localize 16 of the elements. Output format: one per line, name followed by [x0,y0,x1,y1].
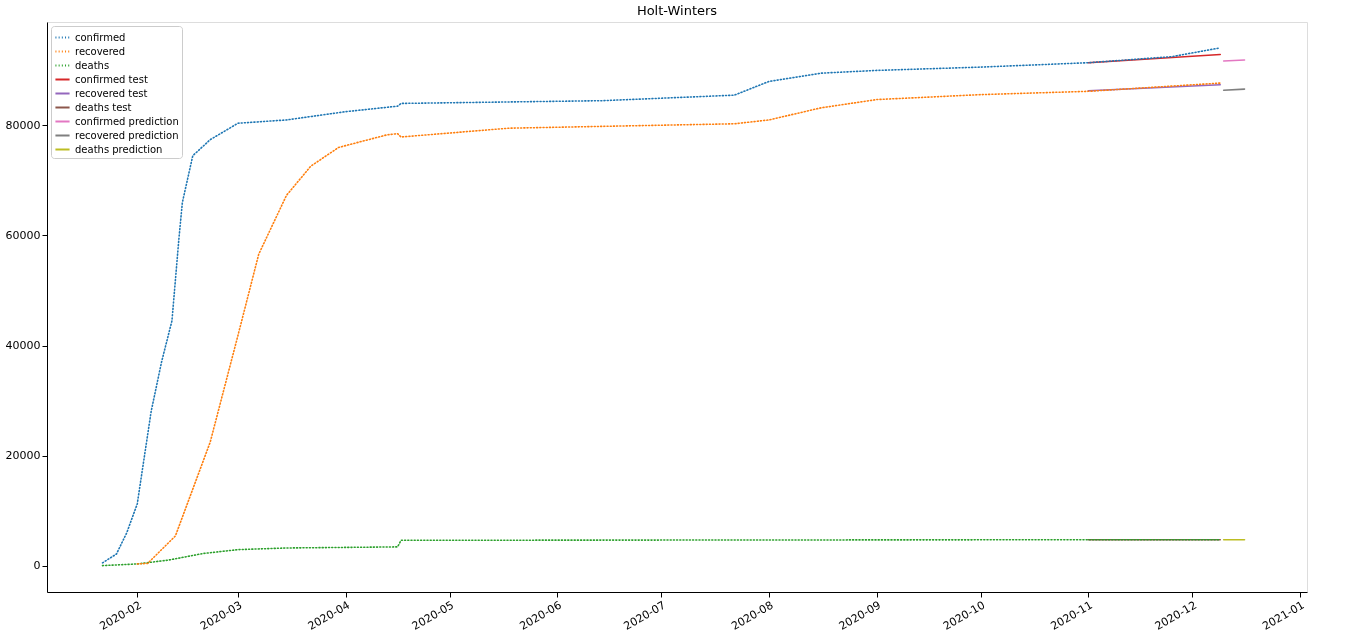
legend-label: confirmed [75,31,126,43]
line-series [101,538,1222,567]
legend-label: recovered test [75,87,148,99]
legend-label: deaths test [75,101,132,113]
y-tick-label: 80000 [5,118,41,132]
legend-label: deaths [75,59,110,71]
legend-label: deaths prediction [75,143,163,155]
legend-label: confirmed prediction [75,115,179,127]
legend-label: confirmed test [75,73,148,85]
legend-label: recovered prediction [75,129,179,141]
y-tick-label: 60000 [5,228,41,242]
legend-label: recovered [75,45,126,57]
y-tick-label: 20000 [5,449,41,463]
y-tick-label: 0 [33,559,41,573]
chart-title: Holt-Winters [636,3,718,18]
y-tick-label: 40000 [5,339,41,353]
